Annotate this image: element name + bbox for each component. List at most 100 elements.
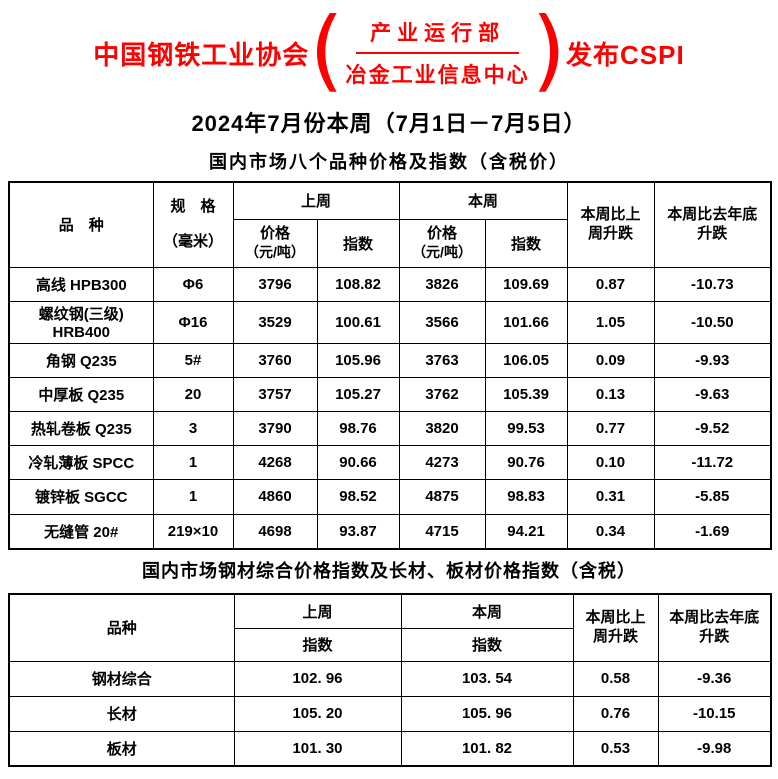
t1-cell-spec: 219×10 [152,513,234,550]
t2-cell-ytd: -9.98 [657,730,772,767]
t1-cell-tw-index: 99.53 [484,410,568,446]
t1-header-spec-unit: （毫米） [162,233,223,250]
t2-cell-lw-index: 101. 30 [233,730,402,767]
t1-cell-variety: 螺纹钢(三级) HRB400 [8,300,154,344]
t1-cell-ytd: -9.93 [653,342,772,378]
t2-cell-tw-index: 101. 82 [400,730,574,767]
t2-header-this-week: 本周 [400,593,574,629]
variety-label: 无缝管 20# [44,523,119,541]
t2-cell-wow: 0.76 [572,695,659,732]
t1-cell-lw-index: 98.76 [316,410,400,446]
table-row: 中厚板 Q235 20 3757 105.27 3762 105.39 0.13… [8,376,772,412]
t2-cell-variety: 板材 [8,730,235,767]
t1-cell-ytd: -9.52 [653,410,772,446]
t1-cell-variety: 热轧卷板 Q235 [8,410,154,446]
t1-cell-wow: 1.05 [566,300,655,344]
t1-header-ytd: 本周比去年底 升跌 [653,181,772,268]
variety-label: 热轧卷板 Q235 [30,420,132,438]
t1-cell-wow: 0.87 [566,266,655,302]
t2-header-ytd: 本周比去年底 升跌 [657,593,772,662]
t2-cell-wow: 0.53 [572,730,659,767]
t1-cell-lw-index: 90.66 [316,444,400,480]
t1-cell-wow: 0.10 [566,444,655,480]
table-row: 高线 HPB300 Φ6 3796 108.82 3826 109.69 0.8… [8,266,772,302]
table-row: 镀锌板 SGCC 1 4860 98.52 4875 98.83 0.31 -5… [8,478,772,515]
t1-header-tw-price-unit: （元/吨） [412,243,472,260]
t1-cell-tw-price: 4875 [398,478,486,515]
t1-cell-ytd: -10.73 [653,266,772,302]
t1-cell-tw-index: 90.76 [484,444,568,480]
t1-cell-wow: 0.34 [566,513,655,550]
t1-cell-lw-price: 4698 [232,513,318,550]
table-row: 板材 101. 30 101. 82 0.53 -9.98 [8,730,772,767]
t1-cell-spec: 5# [152,342,234,378]
t2-header-row-2: 指数 指数 [9,627,771,662]
t1-cell-tw-index: 101.66 [484,300,568,344]
t1-header-lw-index: 指数 [316,218,400,268]
t2-header-variety: 品种 [8,593,235,662]
t1-header-wow: 本周比上 周升跌 [566,181,655,268]
t1-cell-tw-index: 98.83 [484,478,568,515]
t1-cell-tw-index: 109.69 [484,266,568,302]
association-name: 中国钢铁工业协会 [93,39,310,70]
t2-cell-lw-index: 102. 96 [233,660,402,697]
t2-header-wow-line2: 周升跌 [592,627,638,645]
t2-cell-ytd: -10.15 [657,695,772,732]
t1-cell-lw-price: 3796 [232,266,318,302]
t1-header-lw-price-unit: （元/吨） [245,243,305,260]
t2-header-last-week: 上周 [233,593,402,629]
t1-header-row-2: 价格 （元/吨） 指数 价格 （元/吨） 指数 [9,218,771,268]
t1-cell-spec: 1 [152,478,234,515]
variety-label: 中厚板 Q235 [38,386,125,404]
t1-cell-wow: 0.77 [566,410,655,446]
variety-label: 角钢 Q235 [45,352,117,370]
t1-cell-lw-price: 4860 [232,478,318,515]
t1-cell-ytd: -11.72 [653,444,772,480]
t1-header-variety: 品 种 [8,181,154,268]
variety-label-line2: HRB400 [52,324,111,341]
masthead: 中国钢铁工业协会 ( 产业运行部 冶金工业信息中心 ) 发布CSPI [0,0,778,101]
variety-label: 高线 HPB300 [35,276,127,294]
t2-cell-tw-index: 105. 96 [400,695,574,732]
variety-label: 螺纹钢(三级) [38,306,124,323]
t1-cell-wow: 0.09 [566,342,655,378]
t1-cell-lw-index: 108.82 [316,266,400,302]
t1-header-tw-price: 价格 （元/吨） [398,218,486,268]
close-paren-decoration: ) [531,0,566,101]
t2-header-row-1: 品种 上周 本周 本周比上 周升跌 本周比去年底 升跌 [8,593,772,662]
t1-header-ytd-line1: 本周比去年底 [667,206,758,223]
t1-cell-ytd: -5.85 [653,478,772,515]
t1-cell-tw-index: 94.21 [484,513,568,550]
t2-cell-lw-index: 105. 20 [233,695,402,732]
t1-cell-lw-price: 3760 [232,342,318,378]
t1-header-wow-line1: 本周比上 [580,206,641,223]
t1-cell-spec: 20 [152,376,234,412]
department-bottom-label: 冶金工业信息中心 [345,64,530,87]
t1-cell-tw-price: 3566 [398,300,486,344]
t1-cell-ytd: -9.63 [653,376,772,412]
t1-cell-tw-price: 3826 [398,266,486,302]
t1-header-ytd-line2: 升跌 [697,224,728,242]
t2-header-ytd-line2: 升跌 [699,627,730,645]
t2-cell-variety: 长材 [8,695,235,732]
table-row: 长材 105. 20 105. 96 0.76 -10.15 [8,695,772,732]
table-row: 热轧卷板 Q235 3 3790 98.76 3820 99.53 0.77 -… [8,410,772,446]
period-title: 2024年7月份本周（7月1日－7月5日） [191,111,587,136]
t1-header-lw-price-label: 价格 [259,224,290,242]
t2-cell-tw-index: 103. 54 [400,660,574,697]
t1-cell-lw-price: 3790 [232,410,318,446]
t1-cell-tw-price: 4715 [398,513,486,550]
t1-header-row-1: 品 种 规 格 （毫米） 上周 本周 本周比上 周升跌 本周比去年底 升跌 [8,181,772,268]
t2-header-ytd-line1: 本周比去年底 [669,609,760,626]
t1-cell-spec: Φ16 [152,300,234,344]
t1-cell-tw-index: 106.05 [484,342,568,378]
t1-cell-lw-price: 3529 [232,300,318,344]
t1-cell-variety: 角钢 Q235 [8,342,154,378]
table-row: 钢材综合 102. 96 103. 54 0.58 -9.36 [8,660,772,697]
t1-cell-variety: 中厚板 Q235 [8,376,154,412]
t1-cell-ytd: -10.50 [653,300,772,344]
t1-header-tw-index: 指数 [484,218,568,268]
t2-header-lw-index: 指数 [233,627,402,662]
t1-header-last-week: 上周 [232,181,400,220]
t1-cell-lw-price: 4268 [232,444,318,480]
